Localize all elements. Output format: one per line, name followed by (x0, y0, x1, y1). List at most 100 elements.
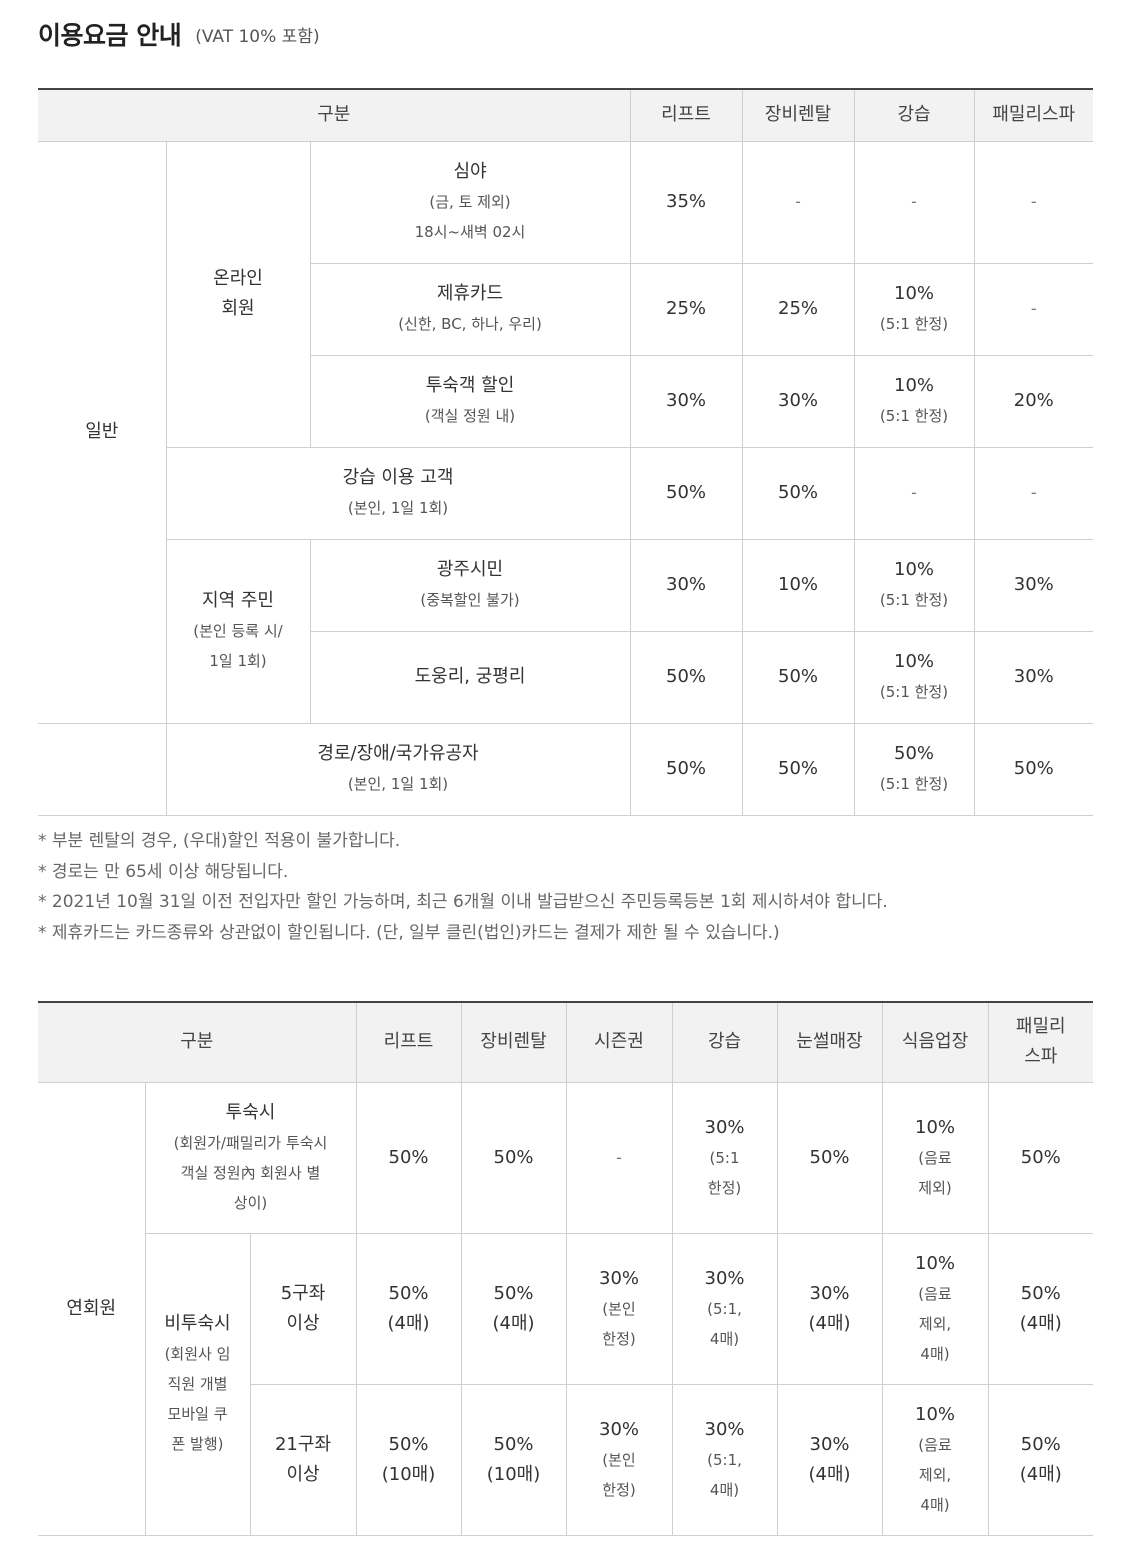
season-cell: 30% (본인 한정) (565, 1383, 673, 1536)
sled-value: 30% (809, 1433, 850, 1455)
row-name-cell: 도웅리, 궁평리 (310, 630, 631, 724)
lesson-note-2: 4매) (709, 1329, 740, 1348)
lift-value: 50% (629, 446, 743, 540)
season-value: 30% (599, 1418, 640, 1440)
food-note-3: 4매) (920, 1495, 950, 1514)
row-name: 투숙객 할인 (425, 375, 515, 396)
lesson-cell: 10% (5:1 한정) (853, 262, 975, 356)
season-note-2: 한정) (602, 1480, 636, 1499)
annual-member-table: 구분 리프트 장비렌탈 시즌권 강습 눈썰매장 식음업장 패밀리 스파 연회원 … (38, 1001, 1094, 1536)
rental-cell: 50% (10매) (460, 1383, 567, 1536)
food-value: 10% (915, 1116, 956, 1138)
row-name: 제휴카드 (436, 283, 504, 304)
row-name-cell: 강습 이용 고객 (본인, 1일 1회) (166, 446, 631, 540)
table-header-row: 구분 리프트 장비렌탈 강습 패밀리스파 (38, 88, 1094, 142)
nonstay-sub-3: 모바일 쿠 (167, 1405, 228, 1423)
spa-value: 50% (987, 1081, 1094, 1234)
lesson-note: (5:1 한정) (879, 407, 949, 425)
lift-value: 30% (629, 354, 743, 448)
general-rates-table: 구분 리프트 장비렌탈 강습 패밀리스파 일반 온라인 회원 심야 (금, 토 … (38, 88, 1094, 816)
page-title: 이용요금 안내 (38, 21, 182, 50)
lift-cell: 50% (4매) (355, 1232, 462, 1385)
lesson-note: (5:1 (709, 1148, 740, 1167)
spa-value: 30% (973, 538, 1094, 632)
row-name-cell: 심야 (금, 토 제외) 18시~새벽 02시 (309, 140, 631, 264)
spa-cell: 50% (4매) (987, 1383, 1094, 1536)
local-resident-label: 지역 주민 (202, 590, 274, 611)
rental-note: (10매) (486, 1463, 541, 1485)
spa-note: (4매) (1019, 1312, 1062, 1334)
season-note-2: 한정) (602, 1329, 636, 1348)
tier-cell: 21구좌 이상 (250, 1383, 357, 1536)
group-general: 일반 (38, 140, 167, 724)
row-sub: (객실 정원 내) (424, 407, 516, 425)
rental-value: 25% (741, 262, 855, 356)
group-annual: 연회원 (38, 1081, 146, 1536)
lift-cell: 50% (10매) (355, 1383, 462, 1536)
lesson-note: (5:1, (707, 1299, 742, 1318)
table-row: 일반 온라인 회원 심야 (금, 토 제외) 18시~새벽 02시 35% - … (38, 140, 1094, 724)
lesson-note-2: 4매) (709, 1480, 740, 1499)
rental-value: 10% (741, 538, 855, 632)
lift-value: 50% (629, 630, 743, 724)
table-row: 제휴카드 (신한, BC, 하나, 우리) 25% 25% 10% (5:1 한… (38, 262, 1094, 356)
lesson-note: (5:1 한정) (879, 591, 949, 609)
rental-value: 50% (493, 1433, 534, 1455)
lift-value: 50% (355, 1081, 462, 1234)
row-sub-2: 18시~새벽 02시 (414, 223, 526, 241)
header-spa: 패밀리스파 (973, 88, 1094, 142)
row-name: 투숙시 (225, 1101, 276, 1123)
online-member-cell: 온라인 회원 (165, 140, 311, 448)
lesson-value: 10% (894, 283, 935, 304)
food-note-3: 4매) (920, 1344, 950, 1363)
lesson-value: 10% (894, 559, 935, 580)
header-spa-line1: 패밀리 (1015, 1016, 1066, 1038)
row-name: 도웅리, 궁평리 (414, 666, 526, 687)
tier-name: 5구좌 (280, 1282, 326, 1304)
lift-value: 30% (629, 538, 743, 632)
row-name-cell: 광주시민 (중복할인 불가) (309, 538, 631, 632)
nonstay-cell: 비투숙시 (회원사 임 직원 개별 모바일 쿠 폰 발행) (145, 1232, 251, 1536)
spa-note: (4매) (1019, 1463, 1062, 1485)
group-general-continued (38, 722, 167, 816)
sled-value: 50% (776, 1081, 883, 1234)
row-sub: (신한, BC, 하나, 우리) (398, 315, 542, 333)
rental-value: 50% (741, 446, 855, 540)
spa-value: - (973, 446, 1094, 540)
lift-value: 50% (388, 1282, 429, 1304)
rental-value: 50% (741, 722, 855, 816)
rental-value: - (741, 140, 855, 264)
row-sub: (본인, 1일 1회) (347, 499, 449, 517)
table-row: 연회원 투숙시 (회원가/패밀리가 투숙시 객실 정원內 회원사 별 상이) 5… (38, 1081, 1094, 1536)
season-note: (본인 (602, 1299, 636, 1318)
food-note-2: 제외) (918, 1178, 952, 1197)
lesson-value: - (853, 446, 975, 540)
season-value: 30% (599, 1267, 640, 1289)
food-note: (음료 (918, 1148, 952, 1167)
table-row: 강습 이용 고객 (본인, 1일 1회) 50% 50% - - (38, 446, 1094, 540)
local-resident-sub: (본인 등록 시/ (193, 622, 283, 640)
spa-value: 50% (1020, 1433, 1061, 1455)
row-sub: (금, 토 제외) (429, 193, 511, 211)
spa-value: - (973, 262, 1094, 356)
spa-value: - (973, 140, 1094, 264)
lesson-cell: 50% (5:1 한정) (853, 722, 975, 816)
header-spa: 패밀리 스파 (987, 1001, 1094, 1083)
season-cell: 30% (본인 한정) (565, 1232, 673, 1385)
spa-value: 50% (973, 722, 1094, 816)
note-item: * 부분 렌탈의 경우, (우대)할인 적용이 불가합니다. (38, 831, 401, 851)
online-member-label-2: 회원 (221, 298, 255, 319)
page-subtitle: (VAT 10% 포함) (195, 26, 320, 47)
header-rental: 장비렌탈 (741, 88, 855, 142)
rental-value: 50% (460, 1081, 567, 1234)
lift-note: (10매) (381, 1463, 436, 1485)
header-lift: 리프트 (629, 88, 743, 142)
lesson-note-2: 한정) (707, 1178, 742, 1197)
rental-value: 50% (741, 630, 855, 724)
lesson-cell: 10% (5:1 한정) (853, 630, 975, 724)
season-value: - (565, 1081, 673, 1234)
row-name: 경로/장애/국가유공자 (317, 743, 479, 764)
sled-cell: 30% (4매) (776, 1232, 883, 1385)
row-name-cell: 경로/장애/국가유공자 (본인, 1일 1회) (165, 722, 631, 816)
table-row: 21구좌 이상 50% (10매) 50% (10매) 30% (본인 한정) … (38, 1383, 1094, 1536)
